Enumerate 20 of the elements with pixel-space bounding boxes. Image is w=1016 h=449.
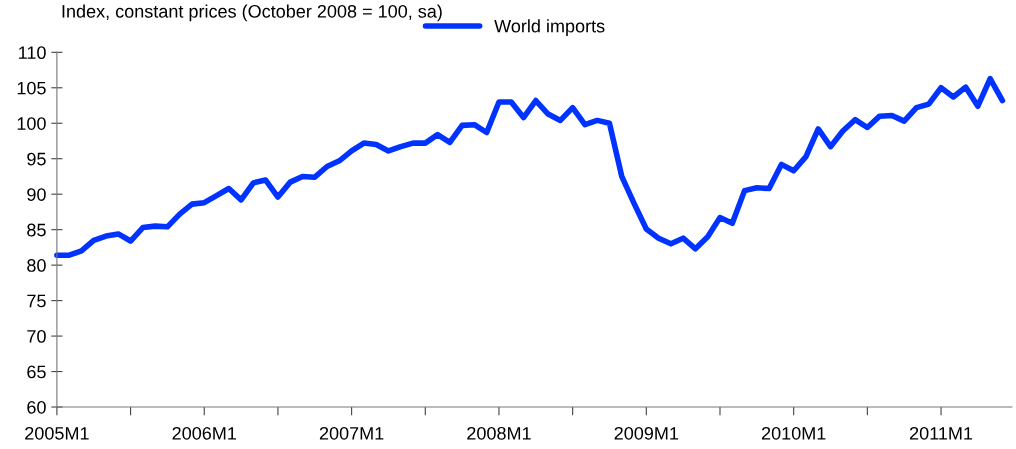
x-tick-label: 2007M1 [319, 426, 384, 440]
y-tick-label: 90 [27, 188, 46, 201]
x-tick-label: 2005M1 [25, 426, 89, 440]
x-tick-label: 2010M1 [761, 426, 826, 440]
y-tick-label: 65 [27, 365, 46, 379]
y-tick-label: 100 [17, 117, 46, 130]
x-tick-label: 2009M1 [614, 426, 679, 440]
y-axis-title: Index, constant prices (October 2008 = 100, sa) [62, 4, 442, 22]
y-tick-label: 60 [27, 400, 46, 414]
y-tick-label: 110 [19, 46, 46, 60]
y-tick-label: 80 [27, 259, 46, 272]
y-tick-label: 95 [27, 152, 46, 166]
y-tick-label: 85 [27, 223, 46, 237]
x-tick-label: 2006M1 [172, 426, 236, 440]
x-tick-label: 2008M1 [467, 426, 531, 440]
legend-label: World imports [494, 19, 605, 37]
x-tick-label: 2011M1 [909, 426, 973, 440]
y-tick-label: 105 [17, 81, 46, 95]
y-tick-label: 75 [27, 294, 46, 308]
y-tick-label: 70 [27, 330, 46, 343]
